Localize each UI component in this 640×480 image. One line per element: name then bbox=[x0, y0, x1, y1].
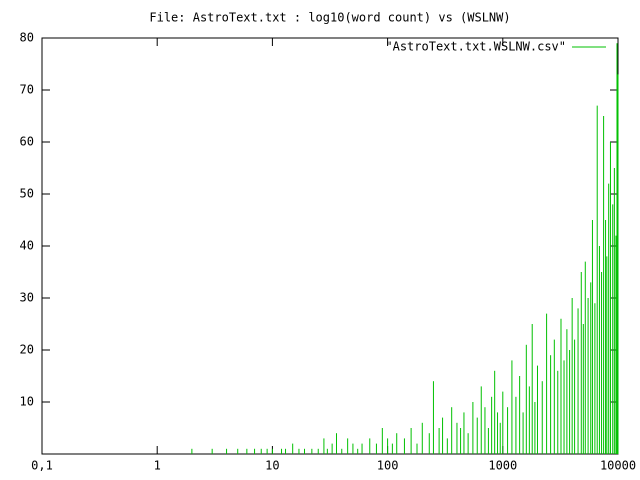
x-tick-label: 100 bbox=[377, 459, 399, 473]
x-tick-label: 1 bbox=[154, 459, 161, 473]
y-tick-label: 20 bbox=[20, 343, 34, 357]
x-tick-label: 0,1 bbox=[31, 459, 53, 473]
y-tick-label: 60 bbox=[20, 135, 34, 149]
y-tick-label: 30 bbox=[20, 291, 34, 305]
y-tick-label: 40 bbox=[20, 239, 34, 253]
legend-label: "AstroText.txt.WSLNW.csv" bbox=[385, 40, 566, 54]
y-tick-label: 50 bbox=[20, 187, 34, 201]
x-tick-label: 1000 bbox=[488, 459, 517, 473]
y-tick-label: 10 bbox=[20, 395, 34, 409]
x-tick-label: 10000 bbox=[600, 459, 636, 473]
x-tick-label: 10 bbox=[265, 459, 279, 473]
y-tick-label: 80 bbox=[20, 31, 34, 45]
chart-title: File: AstroText.txt : log10(word count) … bbox=[149, 11, 510, 25]
y-tick-label: 70 bbox=[20, 83, 34, 97]
